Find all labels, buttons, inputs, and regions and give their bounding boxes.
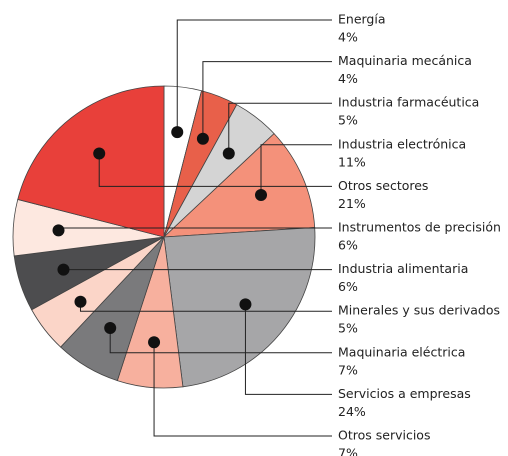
legend-label: Industria farmacéutica <box>338 95 479 110</box>
value-label: 7% <box>338 362 358 377</box>
label-dot <box>52 224 65 237</box>
legend-label: Servicios a empresas <box>338 386 471 401</box>
pie-slice <box>162 133 316 238</box>
pie-slice <box>17 85 165 238</box>
value-label: 11% <box>338 154 366 169</box>
label-dot <box>74 295 87 308</box>
legend-label: Industria electrónica <box>338 136 466 151</box>
value-label: 21% <box>338 196 366 211</box>
value-label: 6% <box>338 279 358 294</box>
legend-label: Instrumentos de precisión <box>338 220 501 235</box>
value-label: 5% <box>338 113 358 128</box>
label-dot <box>57 263 70 276</box>
leader-line <box>98 153 332 187</box>
leader-line <box>153 342 332 437</box>
value-label: 24% <box>338 404 366 419</box>
value-label: 6% <box>338 238 358 253</box>
leader-line <box>109 327 332 354</box>
value-label: 4% <box>338 71 358 86</box>
legend-label: Energía <box>338 12 386 27</box>
legend-label: Otros servicios <box>338 428 430 443</box>
legend-label: Maquinaria eléctrica <box>338 344 465 359</box>
label-dot <box>239 298 252 311</box>
label-dot <box>93 147 106 160</box>
label-dot <box>171 126 184 139</box>
leader-line <box>260 144 332 196</box>
leader-line <box>202 61 332 139</box>
value-label: 5% <box>338 321 358 336</box>
legend-label: Otros sectores <box>338 178 428 193</box>
value-label: 7% <box>338 446 358 456</box>
label-dot <box>222 147 235 160</box>
leader-line <box>228 102 332 154</box>
legend-label: Minerales y sus derivados <box>338 303 500 318</box>
pie-slice <box>163 227 316 388</box>
legend-label: Industria alimentaria <box>338 261 468 276</box>
leader-line <box>244 304 332 395</box>
label-dot <box>196 132 209 145</box>
leader-line <box>176 19 332 133</box>
label-dot <box>255 189 268 202</box>
legend-label: Maquinaria mecánica <box>338 53 472 68</box>
label-dot <box>104 321 117 334</box>
label-dot <box>148 336 161 349</box>
value-label: 4% <box>338 30 358 45</box>
